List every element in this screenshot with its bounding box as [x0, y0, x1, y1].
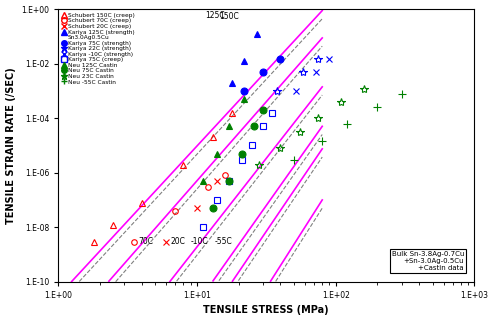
- X-axis label: TENSILE STRESS (MPa): TENSILE STRESS (MPa): [204, 306, 329, 316]
- Text: 125C: 125C: [206, 11, 225, 20]
- Text: Bulk Sn-3.8Ag-0.7Cu
+Sn-3.0Ag-0.5Cu
+Castin data: Bulk Sn-3.8Ag-0.7Cu +Sn-3.0Ag-0.5Cu +Cas…: [392, 251, 464, 271]
- Text: -10C: -10C: [191, 237, 208, 247]
- Text: 70C: 70C: [139, 237, 154, 247]
- Text: 150C: 150C: [219, 12, 239, 21]
- Text: -55C: -55C: [215, 237, 233, 247]
- Legend: Schubert 150C (creep), Schubert 70C (creep), Schubert 20C (creep), Kariya 125C (: Schubert 150C (creep), Schubert 70C (cre…: [61, 12, 135, 85]
- Y-axis label: TENSILE STRAIN RATE (/SEC): TENSILE STRAIN RATE (/SEC): [5, 67, 15, 224]
- Text: 20C: 20C: [171, 237, 186, 247]
